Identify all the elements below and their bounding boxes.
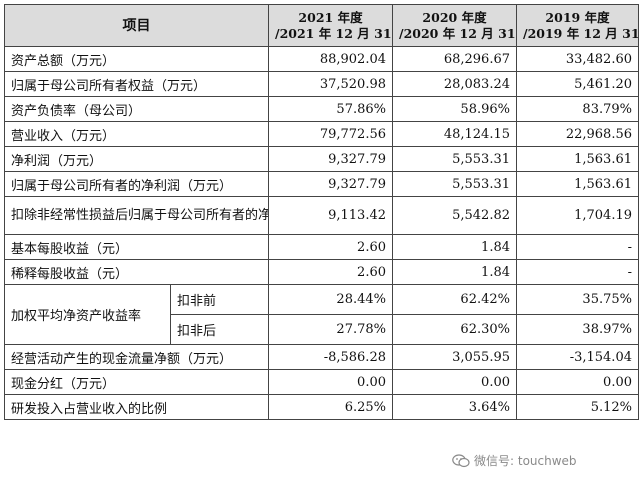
watermark-text: 微信号: touchweb xyxy=(474,454,577,468)
table-row-roe-after: 扣非后 27.78% 62.30% 38.97% xyxy=(5,314,639,345)
header-2021: 2021 年度/2021 年 12 月 31 日 xyxy=(268,4,393,47)
row-label: 稀释每股收益（元） xyxy=(4,259,269,285)
value-2021: 0.00 xyxy=(268,369,393,395)
table-row: 资产负债率（母公司） 57.86% 58.96% 83.79% xyxy=(4,96,639,122)
header-2021-date: /2021 年 12 月 31 日 xyxy=(275,25,392,41)
value-2020: 5,553.31 xyxy=(392,146,517,172)
value-2019: 5.12% xyxy=(516,394,639,420)
value-2019: 38.97% xyxy=(516,314,639,345)
value-2020: 3.64% xyxy=(392,394,517,420)
value-2019: 5,461.20 xyxy=(516,71,639,97)
value-2020: 0.00 xyxy=(392,369,517,395)
row-label: 现金分红（万元） xyxy=(4,369,269,395)
value-2019: 33,482.60 xyxy=(516,46,639,72)
row-label: 归属于母公司所有者权益（万元） xyxy=(4,71,269,97)
value-2021: 6.25% xyxy=(268,394,393,420)
value-2021: 9,327.79 xyxy=(268,171,393,197)
value-2021: 79,772.56 xyxy=(268,121,393,147)
value-2020: 5,542.82 xyxy=(392,196,517,235)
roe-sub-label: 扣非前 xyxy=(170,284,269,315)
value-2020: 1.84 xyxy=(392,234,517,260)
value-2021: -8,586.28 xyxy=(268,344,393,370)
table-row: 扣除非经常性损益后归属于母公司所有者的净利润（万元） 9,113.42 5,54… xyxy=(4,196,639,235)
value-2020: 1.84 xyxy=(392,259,517,285)
table-row: 净利润（万元） 9,327.79 5,553.31 1,563.61 xyxy=(4,146,639,172)
row-label: 研发投入占营业收入的比例 xyxy=(4,394,269,420)
value-2020: 68,296.67 xyxy=(392,46,517,72)
value-2021: 9,327.79 xyxy=(268,146,393,172)
financial-summary-table: 项目 2021 年度/2021 年 12 月 31 日 2020 年度/2020… xyxy=(4,4,639,420)
row-label: 资产总额（万元） xyxy=(4,46,269,72)
table-row: 稀释每股收益（元） 2.60 1.84 - xyxy=(4,259,639,285)
value-2021: 37,520.98 xyxy=(268,71,393,97)
row-label: 净利润（万元） xyxy=(4,146,269,172)
value-2021: 28.44% xyxy=(268,284,393,315)
value-2019: 1,563.61 xyxy=(516,146,639,172)
value-2019: 0.00 xyxy=(516,369,639,395)
value-2019: 22,968.56 xyxy=(516,121,639,147)
table-row: 基本每股收益（元） 2.60 1.84 - xyxy=(4,234,639,260)
roe-sub-label: 扣非后 xyxy=(170,314,269,345)
value-2019: 1,563.61 xyxy=(516,171,639,197)
header-2020-date: /2020 年 12 月 31 日 xyxy=(399,25,516,41)
value-2020: 28,083.24 xyxy=(392,71,517,97)
header-item: 项目 xyxy=(4,4,269,47)
row-label: 扣除非经常性损益后归属于母公司所有者的净利润（万元） xyxy=(4,196,269,235)
value-2020: 5,553.31 xyxy=(392,171,517,197)
value-2020: 62.42% xyxy=(392,284,517,315)
table-row: 现金分红（万元） 0.00 0.00 0.00 xyxy=(4,369,639,395)
table-row: 经营活动产生的现金流量净额（万元） -8,586.28 3,055.95 -3,… xyxy=(4,344,639,370)
roe-label: 加权平均净资产收益率 xyxy=(4,284,171,345)
header-2020-year: 2020 年度 xyxy=(422,9,487,25)
row-label: 基本每股收益（元） xyxy=(4,234,269,260)
table-row: 研发投入占营业收入的比例 6.25% 3.64% 5.12% xyxy=(4,394,639,420)
table-row: 归属于母公司所有者的净利润（万元） 9,327.79 5,553.31 1,56… xyxy=(4,171,639,197)
header-2019: 2019 年度/2019 年 12 月 31 日 xyxy=(516,4,639,47)
row-label: 归属于母公司所有者的净利润（万元） xyxy=(4,171,269,197)
value-2021: 2.60 xyxy=(268,234,393,260)
table-header-row: 项目 2021 年度/2021 年 12 月 31 日 2020 年度/2020… xyxy=(4,4,639,47)
header-2021-year: 2021 年度 xyxy=(298,9,363,25)
table-row: 归属于母公司所有者权益（万元） 37,520.98 28,083.24 5,46… xyxy=(4,71,639,97)
header-2019-year: 2019 年度 xyxy=(545,9,610,25)
value-2019: 1,704.19 xyxy=(516,196,639,235)
row-label: 营业收入（万元） xyxy=(4,121,269,147)
header-2020: 2020 年度/2020 年 12 月 31 日 xyxy=(392,4,517,47)
value-2019: 83.79% xyxy=(516,96,639,122)
table-row: 资产总额（万元） 88,902.04 68,296.67 33,482.60 xyxy=(4,46,639,72)
value-2019: - xyxy=(516,259,639,285)
table-row-roe-before: 加权平均净资产收益率 扣非前 28.44% 62.42% 35.75% xyxy=(4,284,639,345)
table-row: 营业收入（万元） 79,772.56 48,124.15 22,968.56 xyxy=(4,121,639,147)
value-2021: 27.78% xyxy=(268,314,393,345)
value-2020: 3,055.95 xyxy=(392,344,517,370)
value-2021: 9,113.42 xyxy=(268,196,393,235)
value-2019: 35.75% xyxy=(516,284,639,315)
value-2021: 2.60 xyxy=(268,259,393,285)
value-2020: 48,124.15 xyxy=(392,121,517,147)
value-2020: 58.96% xyxy=(392,96,517,122)
header-2019-date: /2019 年 12 月 31 日 xyxy=(523,25,639,41)
row-label: 资产负债率（母公司） xyxy=(4,96,269,122)
wechat-icon xyxy=(452,453,470,467)
value-2019: - xyxy=(516,234,639,260)
value-2021: 57.86% xyxy=(268,96,393,122)
value-2019: -3,154.04 xyxy=(516,344,639,370)
value-2021: 88,902.04 xyxy=(268,46,393,72)
watermark: 微信号: touchweb xyxy=(452,452,577,469)
row-label: 经营活动产生的现金流量净额（万元） xyxy=(4,344,269,370)
value-2020: 62.30% xyxy=(392,314,517,345)
